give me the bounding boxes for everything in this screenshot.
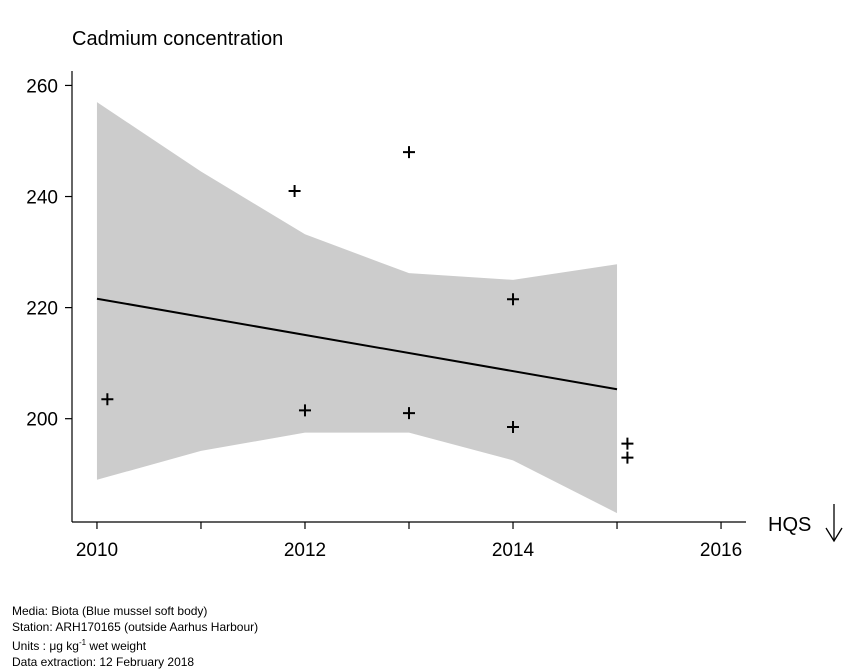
- footer-extraction: Data extraction: 12 February 2018: [12, 654, 195, 669]
- trend-line-layer: [96, 297, 618, 391]
- chart-title: Cadmium concentration: [72, 28, 283, 50]
- trend-line: [96, 297, 618, 391]
- x-tick-label-2010: 2010: [76, 540, 118, 561]
- data-points-layer: [101, 146, 634, 464]
- footer-units-suffix: wet weight: [86, 639, 147, 653]
- data-point-4: [403, 146, 415, 159]
- y-tick-label-200: 200: [26, 410, 58, 431]
- footer-units: Units : μg kg-1 wet weight: [12, 635, 258, 655]
- data-point-1: [101, 393, 114, 406]
- data-point-6: [507, 293, 520, 306]
- footer-units-exponent: -1: [78, 638, 87, 647]
- data-point-2: [288, 184, 301, 197]
- footer-units-prefix: Units : μg kg: [12, 639, 79, 653]
- chart-footer: Media: Biota (Blue mussel soft body) Sta…: [12, 604, 258, 670]
- data-point-5: [403, 407, 415, 420]
- footer-media: Media: Biota (Blue mussel soft body): [12, 604, 208, 618]
- axes-layer: 200 220 240 260 2010 2012 2014 2016: [26, 71, 746, 561]
- confidence-band: [96, 102, 618, 514]
- y-tick-label-220: 220: [26, 299, 58, 320]
- x-tick-label-2014: 2014: [492, 540, 535, 561]
- hqs-label: HQS: [768, 514, 811, 536]
- y-tick-label-240: 240: [26, 188, 58, 209]
- x-tick-label-2012: 2012: [284, 540, 326, 561]
- data-point-7: [507, 421, 520, 434]
- confidence-band-layer: [96, 102, 618, 514]
- data-point-3: [298, 404, 311, 417]
- hqs-down-arrow-icon: [825, 504, 843, 543]
- data-point-8: [621, 437, 634, 450]
- footer-station: Station: ARH170165 (outside Aarhus Harbo…: [12, 619, 259, 634]
- y-tick-label-260: 260: [26, 76, 58, 97]
- data-point-9: [621, 451, 634, 464]
- x-tick-label-2016: 2016: [700, 540, 742, 561]
